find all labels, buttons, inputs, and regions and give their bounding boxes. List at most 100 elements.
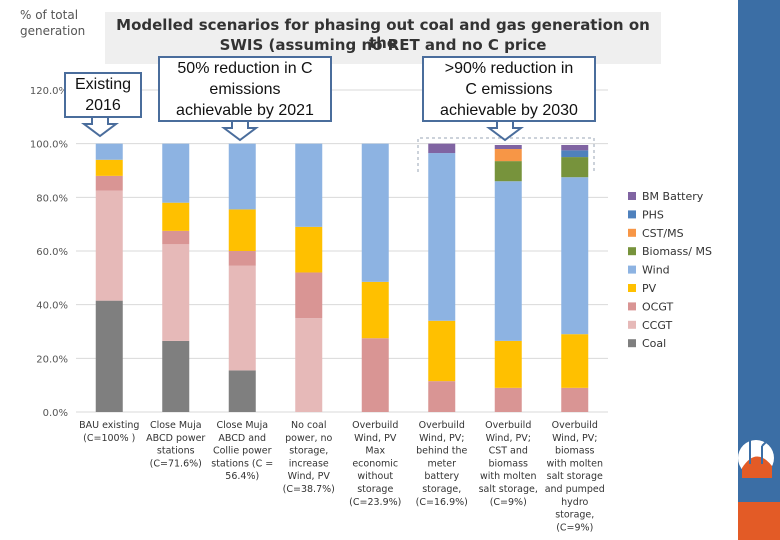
bar-segment-ocgt (228, 251, 256, 266)
bar-segment-ocgt (361, 338, 389, 412)
x-category-label: No coal power, no storage, increase Wind, PV… (283, 420, 335, 495)
callout-90-line1: >90% reduction in (444, 60, 574, 77)
bar-segment-wind (295, 143, 323, 227)
x-category-label: Close Muja ABCD and Collie power stations (… (211, 420, 273, 482)
legend-swatch (628, 265, 636, 274)
x-category-label: Overbuild Wind, PV; behind the meter battery… (416, 420, 468, 508)
x-category-label-line: (C=38.7%) (283, 484, 335, 495)
bar-segment-wind (228, 143, 256, 210)
x-category-label-line: (C=9%) (556, 522, 593, 533)
bar-segment-ccgt (295, 318, 323, 412)
bar-segment-coal (228, 370, 256, 412)
x-category-label-line: salt storage, (479, 484, 538, 495)
x-category-label-line: biomass (555, 446, 595, 457)
legend-label: CST/MS (642, 227, 684, 240)
chart-title-line2: SWIS (assuming no RET and no C price (219, 36, 547, 54)
callout-existing-line2: 2016 (85, 97, 121, 114)
x-category-label-line: (C=23.9%) (349, 497, 401, 508)
y-tick-label: 20.0% (36, 354, 68, 365)
x-category-label-line: stations (C = (211, 458, 273, 469)
x-category-label-line: ABCD power (146, 433, 205, 444)
legend-swatch (628, 339, 636, 348)
x-category-label: Close Muja ABCD power stations (C=71.6%) (146, 420, 205, 469)
bar-segment-wind (361, 143, 389, 282)
bar-segment-biomass-ms (494, 161, 522, 182)
x-category-label-line: (C=16.9%) (416, 497, 468, 508)
bar-segment-biomass-ms (561, 157, 589, 178)
callout-existing-line1: Existing (74, 76, 132, 93)
bar-segment-pv (561, 334, 589, 388)
x-category-label-line: (C=71.6%) (150, 458, 202, 469)
y-axis-label-line2: generation (20, 24, 86, 38)
bar-segment-ocgt (162, 230, 190, 245)
x-category-label-line: hydro (561, 497, 588, 508)
bar-segment-wind (561, 177, 589, 335)
x-category-label-line: Wind, PV; (419, 433, 464, 444)
x-category-label-line: storage (357, 484, 393, 495)
x-category-label-line: and pumped (545, 484, 605, 495)
y-axis-label-line1: % of total (20, 8, 79, 22)
bar-segment-wind (428, 153, 456, 321)
x-category-label-line: with molten (547, 458, 603, 469)
x-category-label-line: storage, (422, 484, 461, 495)
legend-label: Coal (642, 337, 666, 350)
x-category-label-line: without (357, 471, 393, 482)
x-category-label-line: ABCD and (218, 433, 266, 444)
legend-swatch (628, 284, 636, 292)
x-category-label: Overbuild Wind, PV; CST and biomass with mol… (479, 420, 538, 508)
legend-swatch (628, 302, 636, 311)
x-category-label-line: storage, (289, 446, 328, 457)
legend-swatch (628, 228, 636, 237)
y-tick-label: 100.0% (30, 140, 68, 151)
x-category-label-line: Overbuild (485, 420, 531, 431)
callout-50-reduction: 50% reduction in C emissions achievable … (158, 56, 332, 122)
callout-90-line3: achievable by 2030 (440, 102, 578, 119)
x-category-label-line: power, no (285, 433, 332, 444)
x-category-label-line: with molten (480, 471, 536, 482)
x-category-label-line: BAU existing (79, 420, 139, 431)
logo-icon (738, 433, 774, 478)
bar-segment-pv (162, 202, 190, 231)
bar-segment-pv (95, 159, 123, 176)
callout-50-line1: 50% reduction in C (177, 60, 313, 77)
bar-segment-wind (162, 143, 190, 203)
y-tick-label: 0.0% (43, 408, 68, 419)
callout-50-line2: emissions (209, 81, 281, 98)
x-category-label-line: biomass (489, 458, 529, 469)
legend-label: PV (642, 282, 657, 295)
x-category-label-line: (C=9%) (490, 497, 527, 508)
x-category-label-line: meter (427, 458, 456, 469)
legend-label: OCGT (642, 300, 673, 313)
x-category-label-line: CST and (489, 446, 528, 457)
bar-segment-ocgt (95, 175, 123, 191)
legend-swatch (628, 192, 636, 200)
bar-segment-pv (361, 281, 389, 339)
bar-segment-pv (228, 209, 256, 251)
x-category-label-line: behind the (416, 446, 467, 457)
x-category-label-line: 56.4%) (225, 471, 259, 482)
bar-segment-wind (95, 143, 123, 160)
sidebar-accent (738, 502, 780, 540)
x-category-label-line: Overbuild (419, 420, 465, 431)
bar-segment-ccgt (228, 265, 256, 371)
legend-label: PHS (642, 208, 664, 221)
y-tick-label: 60.0% (36, 247, 68, 258)
x-category-label-line: economic (352, 458, 398, 469)
title-band (105, 12, 661, 64)
x-category-label: Overbuild Wind, PV; biomass with molten salt… (545, 420, 605, 533)
x-category-label: BAU existing (C=100% ) (79, 420, 139, 444)
x-category-label-line: Overbuild (352, 420, 398, 431)
legend-label: CCGT (642, 319, 672, 332)
legend-label: BM Battery (642, 190, 704, 203)
legend-swatch (628, 247, 636, 256)
y-tick-label: 80.0% (36, 193, 68, 204)
bar-segment-pv (295, 226, 323, 273)
callout-50-line3: achievable by 2021 (176, 102, 314, 119)
bar-segment-cst-ms (494, 149, 522, 162)
x-category-label-line: No coal (291, 420, 326, 431)
bar-segment-coal (162, 340, 190, 412)
x-category-label-line: Overbuild (552, 420, 598, 431)
bar-segment-coal (95, 300, 123, 412)
y-tick-label: 40.0% (36, 301, 68, 312)
